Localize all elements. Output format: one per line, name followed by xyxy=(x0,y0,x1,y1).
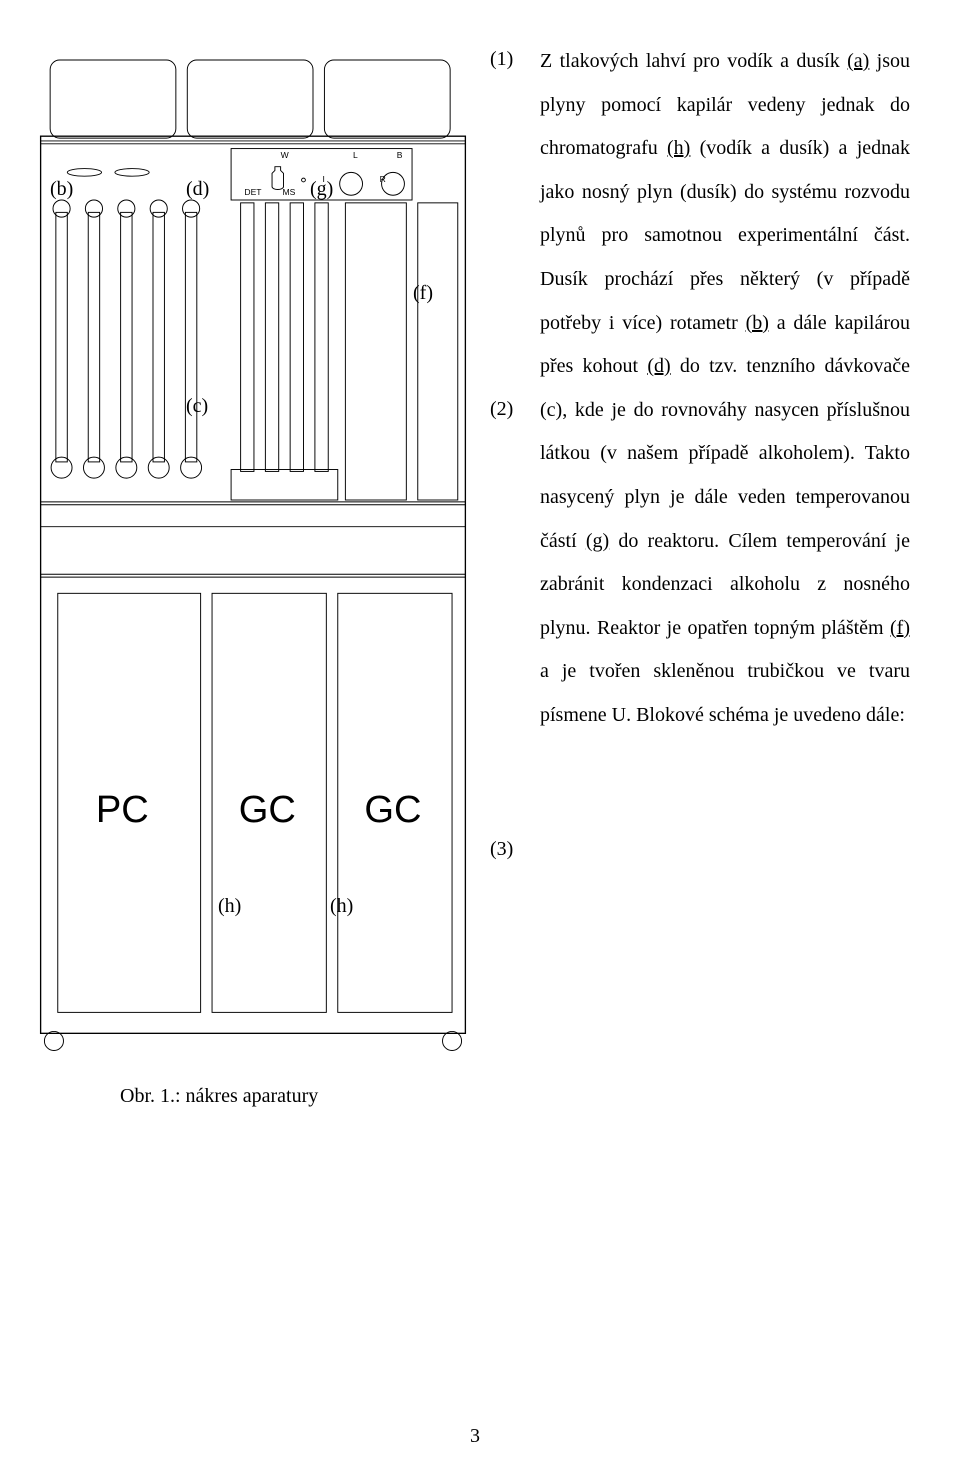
det-L: L xyxy=(353,150,358,160)
ref-a: (a) xyxy=(847,50,869,72)
seq-label-3: (3) xyxy=(490,838,513,861)
txt: a je tvořen skleněnou trubičkou ve tvaru… xyxy=(540,660,910,726)
ref-h: (h) xyxy=(667,137,690,159)
ref-f: (f) xyxy=(890,617,910,639)
txt: Z tlakových lahví pro vodík a dusík xyxy=(540,50,847,72)
apparatus-diagram: W L B I R DET MS xyxy=(30,60,476,1060)
det-W: W xyxy=(281,150,290,160)
ref-g: (g) xyxy=(586,530,609,552)
rotameters-b xyxy=(51,200,201,478)
description-text: Z tlakových lahví pro vodík a dusík (a) … xyxy=(540,40,910,738)
det-I: I xyxy=(323,174,325,184)
figure-caption: Obr. 1.: nákres aparatury xyxy=(120,1085,318,1108)
ref-b: (b) xyxy=(746,312,769,334)
ref-d: (d) xyxy=(647,355,670,377)
apparatus-svg: W L B I R DET MS xyxy=(30,60,476,1060)
det-MS: MS xyxy=(283,187,296,197)
tenser-c xyxy=(231,203,338,500)
det-B: B xyxy=(397,150,403,160)
label-GC2: GC xyxy=(364,789,421,831)
txt: (vodík a dusík) a jednak jako nosný plyn… xyxy=(540,137,910,333)
seq-label-1: (1) xyxy=(490,48,513,71)
label-GC1: GC xyxy=(239,789,296,831)
page-number: 3 xyxy=(470,1425,480,1448)
seq-label-2: (2) xyxy=(490,398,513,421)
page-root: Z tlakových lahví pro vodík a dusík (a) … xyxy=(0,0,960,1480)
label-PC: PC xyxy=(96,789,149,831)
txt: do tzv. tenzního dávkovače (c), kde je d… xyxy=(540,355,910,551)
det-DET: DET xyxy=(244,187,262,197)
